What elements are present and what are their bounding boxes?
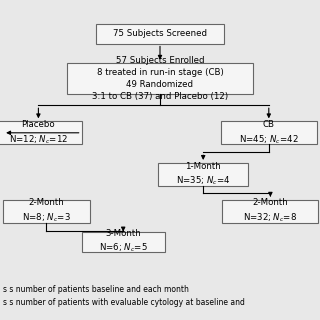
FancyBboxPatch shape [96,24,224,44]
Text: s s number of patients with evaluable cytology at baseline and: s s number of patients with evaluable cy… [3,298,245,307]
Text: 3-Month
N=6; $N_c$=5: 3-Month N=6; $N_c$=5 [99,229,148,254]
FancyBboxPatch shape [3,200,90,223]
Text: CB
N=45; $N_c$=42: CB N=45; $N_c$=42 [239,120,299,146]
Text: 57 Subjects Enrolled
8 treated in run-in stage (CB)
49 Randomized
3:1 to CB (37): 57 Subjects Enrolled 8 treated in run-in… [92,56,228,101]
FancyBboxPatch shape [0,121,82,144]
Text: 75 Subjects Screened: 75 Subjects Screened [113,29,207,38]
Text: 2-Month
N=32; $N_c$=8: 2-Month N=32; $N_c$=8 [244,198,297,224]
Text: 2-Month
N=8; $N_c$=3: 2-Month N=8; $N_c$=3 [22,198,71,224]
FancyBboxPatch shape [158,163,248,186]
Text: Placebo
N=12; $N_c$=12: Placebo N=12; $N_c$=12 [9,120,68,146]
FancyBboxPatch shape [221,121,317,144]
Text: 1-Month
N=35; $N_c$=4: 1-Month N=35; $N_c$=4 [176,162,230,187]
FancyBboxPatch shape [67,63,253,94]
FancyBboxPatch shape [222,200,318,223]
Text: s s number of patients baseline and each month: s s number of patients baseline and each… [3,285,189,294]
FancyBboxPatch shape [82,232,165,252]
